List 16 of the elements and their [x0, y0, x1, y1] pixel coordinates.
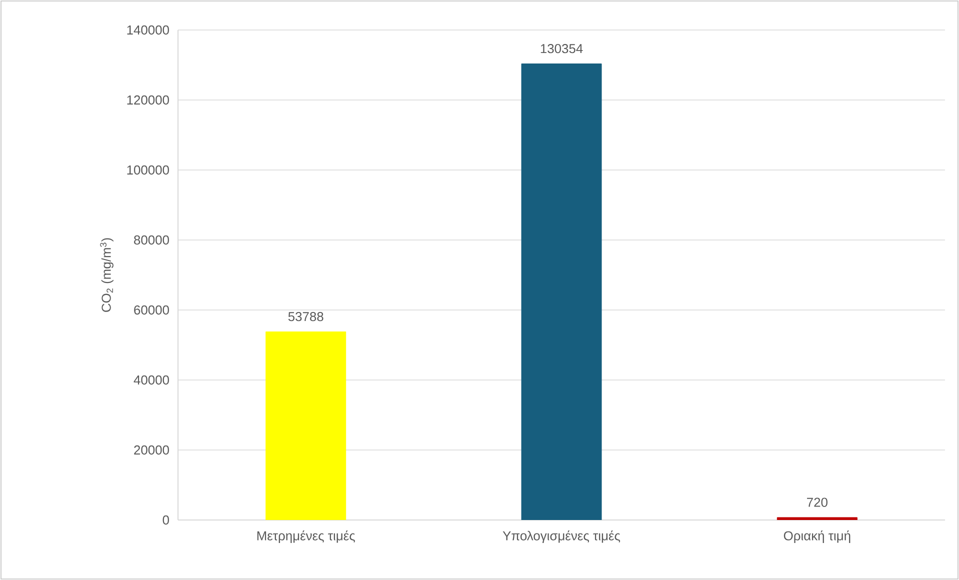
- y-tick-label: 60000: [134, 305, 169, 315]
- x-tick-label: Υπολογισμένες τιμές: [502, 530, 620, 543]
- bar: [521, 63, 602, 520]
- y-tick-label: 0: [162, 515, 169, 525]
- y-tick-label: 120000: [127, 95, 169, 105]
- y-tick-label: 80000: [134, 235, 169, 245]
- data-label: 53788: [288, 312, 324, 322]
- y-axis-title: CO$_{2}$ (mg/m$^{3}$): [100, 238, 114, 312]
- y-tick-label: 20000: [134, 445, 169, 455]
- y-tick-label: 140000: [127, 25, 169, 35]
- x-tick-label: Μετρημένες τιμές: [257, 530, 355, 543]
- data-label: 130354: [540, 44, 583, 54]
- data-label: 720: [807, 498, 828, 507]
- x-tick-label: Οριακή τιμή: [784, 530, 850, 543]
- y-tick-label: 100000: [127, 165, 169, 175]
- y-tick-label: 40000: [134, 375, 169, 385]
